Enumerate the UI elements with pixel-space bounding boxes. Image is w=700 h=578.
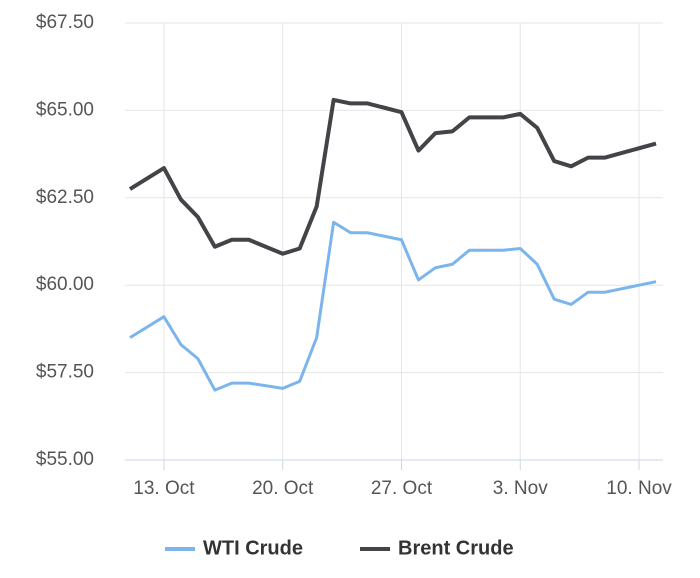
y-tick-label: $57.50 — [36, 362, 94, 383]
series-line — [128, 97, 657, 256]
x-tick-label: 27. Oct — [371, 478, 433, 499]
x-tick-label: 13. Oct — [133, 478, 195, 499]
y-tick-label: $55.00 — [36, 449, 94, 470]
y-tick-label: $67.50 — [36, 12, 94, 33]
legend-item[interactable]: WTI Crude — [165, 537, 303, 559]
y-tick-label: $65.00 — [36, 99, 94, 120]
legend-label: Brent Crude — [398, 537, 514, 559]
x-tick-label: 3. Nov — [493, 478, 548, 499]
y-tick-label: $60.00 — [36, 274, 94, 295]
x-tick-label: 20. Oct — [252, 478, 314, 499]
x-tick-label: 10. Nov — [606, 478, 672, 499]
series-line — [129, 220, 657, 392]
legend-label: WTI Crude — [203, 537, 303, 559]
y-tick-label: $62.50 — [36, 187, 94, 208]
legend-item[interactable]: Brent Crude — [360, 537, 514, 559]
